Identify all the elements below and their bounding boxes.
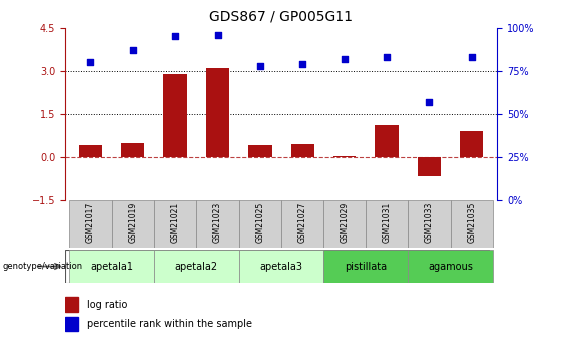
Text: apetala3: apetala3 bbox=[259, 262, 303, 272]
Bar bbox=[290, 144, 314, 157]
Point bbox=[298, 61, 307, 67]
Point bbox=[467, 54, 476, 60]
Bar bbox=[112, 200, 154, 248]
Bar bbox=[281, 200, 323, 248]
Text: GSM21025: GSM21025 bbox=[255, 201, 264, 243]
Bar bbox=[65, 297, 78, 312]
Bar bbox=[333, 156, 357, 157]
Bar bbox=[375, 125, 399, 157]
Bar bbox=[323, 250, 408, 283]
Point bbox=[255, 63, 264, 68]
Point bbox=[171, 33, 180, 39]
Bar bbox=[451, 200, 493, 248]
Point bbox=[86, 59, 95, 65]
Point bbox=[128, 47, 137, 53]
Bar bbox=[418, 157, 441, 176]
Text: GSM21017: GSM21017 bbox=[86, 201, 95, 243]
Text: GSM21019: GSM21019 bbox=[128, 201, 137, 243]
Bar bbox=[69, 200, 112, 248]
Bar bbox=[197, 200, 238, 248]
Bar bbox=[79, 146, 102, 157]
Bar bbox=[408, 250, 493, 283]
Bar bbox=[154, 250, 238, 283]
Bar bbox=[323, 200, 366, 248]
Bar bbox=[238, 250, 323, 283]
Bar bbox=[65, 317, 78, 331]
Bar bbox=[154, 200, 197, 248]
Bar bbox=[206, 68, 229, 157]
Text: percentile rank within the sample: percentile rank within the sample bbox=[86, 319, 251, 329]
Text: GSM21023: GSM21023 bbox=[213, 201, 222, 243]
Text: GSM21031: GSM21031 bbox=[383, 201, 392, 243]
Bar bbox=[460, 131, 484, 157]
Bar bbox=[366, 200, 408, 248]
Text: GSM21029: GSM21029 bbox=[340, 201, 349, 243]
Text: agamous: agamous bbox=[428, 262, 473, 272]
Bar bbox=[163, 73, 187, 157]
Point bbox=[213, 32, 222, 37]
Bar bbox=[121, 142, 145, 157]
Point bbox=[340, 56, 349, 61]
Bar bbox=[69, 250, 154, 283]
Text: GSM21033: GSM21033 bbox=[425, 201, 434, 243]
Text: GSM21035: GSM21035 bbox=[467, 201, 476, 243]
Text: apetala1: apetala1 bbox=[90, 262, 133, 272]
Text: log ratio: log ratio bbox=[86, 300, 127, 310]
Text: GSM21027: GSM21027 bbox=[298, 201, 307, 243]
Text: pistillata: pistillata bbox=[345, 262, 387, 272]
Title: GDS867 / GP005G11: GDS867 / GP005G11 bbox=[209, 10, 353, 24]
Text: genotype/variation: genotype/variation bbox=[3, 262, 83, 271]
Point bbox=[383, 54, 392, 60]
Text: GSM21021: GSM21021 bbox=[171, 201, 180, 243]
Bar bbox=[238, 200, 281, 248]
Bar bbox=[408, 200, 451, 248]
Point bbox=[425, 99, 434, 105]
Text: apetala2: apetala2 bbox=[175, 262, 218, 272]
Bar bbox=[248, 146, 272, 157]
